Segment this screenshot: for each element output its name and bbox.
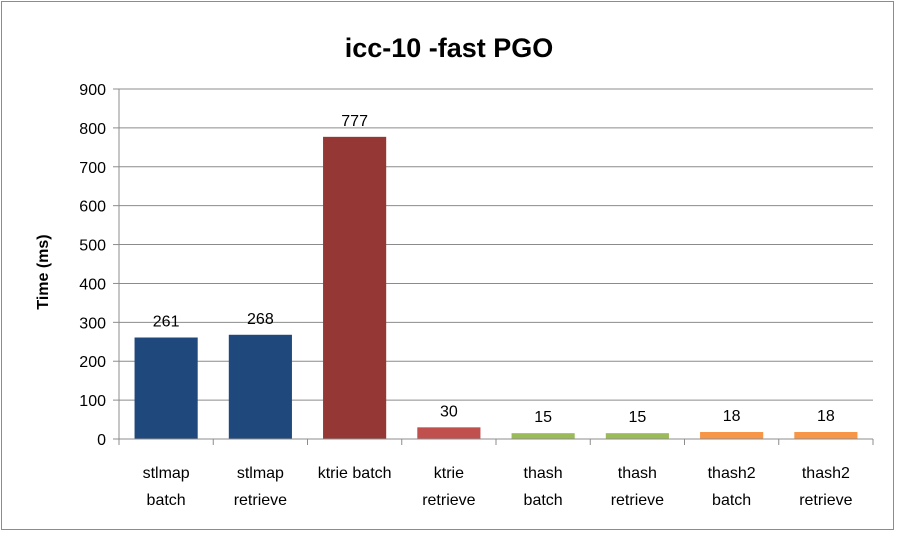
data-labels: 261 268 777 30 15 15 18 18 — [153, 113, 835, 426]
data-label: 18 — [723, 408, 741, 425]
bar — [323, 136, 387, 440]
bars — [134, 136, 858, 440]
y-tick-label: 100 — [79, 393, 106, 410]
data-label: 15 — [628, 409, 646, 426]
x-category-label: retrieve — [234, 492, 287, 509]
data-label: 777 — [341, 113, 368, 130]
y-axis-ticks: 0 100 200 300 400 500 600 700 800 900 — [79, 82, 874, 449]
x-category-label: retrieve — [611, 492, 664, 509]
y-tick-label: 200 — [79, 354, 106, 371]
x-category-label: retrieve — [422, 492, 475, 509]
bar — [511, 433, 575, 439]
bar — [794, 432, 858, 439]
y-tick-label: 900 — [79, 82, 106, 99]
x-category-label: stlmap — [237, 465, 284, 482]
x-category-label: retrieve — [799, 492, 852, 509]
x-axis-categories: stlmap batch stlmap retrieve ktrie batch ktri… — [143, 465, 853, 509]
bar — [134, 337, 198, 439]
x-category-label: thash — [618, 465, 657, 482]
y-tick-label: 0 — [97, 432, 106, 449]
y-tick-label: 800 — [79, 121, 106, 138]
x-category-label: thash — [524, 465, 563, 482]
y-tick-label: 400 — [79, 276, 106, 293]
data-label: 15 — [534, 409, 552, 426]
x-category-label: stlmap — [143, 465, 190, 482]
bar — [417, 427, 481, 439]
data-label: 30 — [440, 403, 458, 420]
y-tick-label: 500 — [79, 238, 106, 255]
y-tick-label: 600 — [79, 199, 106, 216]
x-category-label: batch — [524, 492, 563, 509]
y-tick-label: 300 — [79, 315, 106, 332]
y-axis-label: Time (ms) — [35, 234, 52, 309]
bar — [605, 433, 669, 439]
data-label: 261 — [153, 314, 180, 331]
bar — [228, 334, 292, 439]
bar — [700, 432, 764, 439]
chart-title: icc-10 -fast PGO — [345, 33, 554, 63]
x-category-label: batch — [147, 492, 186, 509]
y-tick-label: 700 — [79, 160, 106, 177]
x-category-label: ktrie batch — [318, 465, 392, 482]
data-label: 18 — [817, 408, 835, 425]
x-category-label: thash2 — [802, 465, 850, 482]
x-category-label: thash2 — [708, 465, 756, 482]
data-label: 268 — [247, 311, 274, 328]
x-category-label: batch — [712, 492, 751, 509]
x-category-label: ktrie — [434, 465, 464, 482]
